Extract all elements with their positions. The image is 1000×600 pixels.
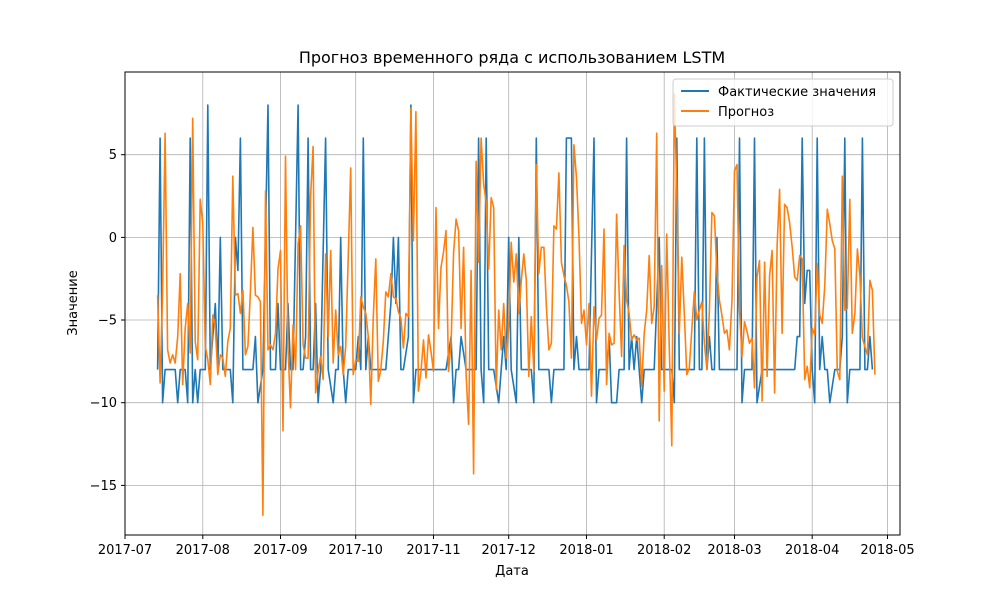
chart-title: Прогноз временного ряда с использованием… bbox=[299, 48, 725, 67]
x-tick-label: 2018-05 bbox=[860, 543, 914, 558]
y-tick-label: 5 bbox=[109, 148, 117, 163]
y-tick-label: −15 bbox=[90, 479, 117, 494]
x-tick-label: 2017-08 bbox=[176, 543, 230, 558]
x-axis-label: Дата bbox=[495, 564, 529, 579]
y-tick-label: −10 bbox=[90, 396, 117, 411]
legend-label-actual: Фактические значения bbox=[718, 85, 876, 100]
legend-box bbox=[672, 78, 894, 127]
y-axis: −15 −10 −5 0 5 bbox=[90, 148, 125, 494]
x-tick-label: 2017-09 bbox=[253, 543, 307, 558]
x-tick-label: 2017-07 bbox=[98, 543, 152, 558]
series-line-forecast bbox=[156, 92, 876, 516]
x-axis: 2017-07 2017-08 2017-09 2017-10 2017-11 2017-… bbox=[98, 535, 915, 558]
x-tick-label: 2018-03 bbox=[707, 543, 761, 558]
legend: Фактические значения Прогноз bbox=[672, 78, 894, 127]
series-layer bbox=[156, 92, 876, 516]
grid bbox=[124, 72, 900, 535]
x-tick-label: 2018-01 bbox=[559, 543, 613, 558]
x-tick-label: 2018-04 bbox=[785, 543, 839, 558]
x-tick-label: 2017-12 bbox=[482, 543, 536, 558]
y-tick-label: −5 bbox=[98, 314, 117, 329]
y-axis-label: Значение bbox=[66, 270, 81, 335]
legend-label-forecast: Прогноз bbox=[718, 105, 774, 120]
y-tick-label: 0 bbox=[109, 231, 117, 246]
plot-frame bbox=[124, 71, 901, 536]
series-line-actual bbox=[156, 104, 874, 404]
x-tick-label: 2018-02 bbox=[637, 543, 691, 558]
x-tick-label: 2017-10 bbox=[329, 543, 383, 558]
x-tick-label: 2017-11 bbox=[406, 543, 460, 558]
